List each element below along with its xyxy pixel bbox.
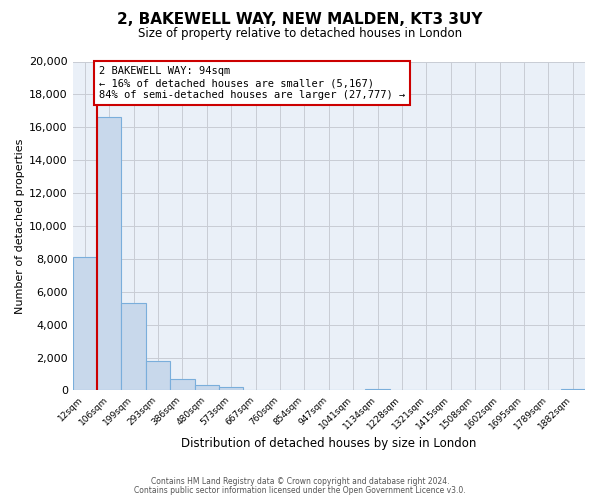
Bar [219,387,244,390]
Y-axis label: Number of detached properties: Number of detached properties [15,138,25,314]
Bar [73,257,97,390]
Text: Contains public sector information licensed under the Open Government Licence v3: Contains public sector information licen… [134,486,466,495]
Bar [146,361,170,390]
Text: Contains HM Land Registry data © Crown copyright and database right 2024.: Contains HM Land Registry data © Crown c… [151,477,449,486]
Text: 2 BAKEWELL WAY: 94sqm
← 16% of detached houses are smaller (5,167)
84% of semi-d: 2 BAKEWELL WAY: 94sqm ← 16% of detached … [99,66,405,100]
Bar [365,389,390,390]
Bar [97,118,121,390]
Bar [121,304,146,390]
X-axis label: Distribution of detached houses by size in London: Distribution of detached houses by size … [181,437,476,450]
Bar [170,379,194,390]
Bar [194,386,219,390]
Text: 2, BAKEWELL WAY, NEW MALDEN, KT3 3UY: 2, BAKEWELL WAY, NEW MALDEN, KT3 3UY [117,12,483,28]
Bar [560,389,585,390]
Text: Size of property relative to detached houses in London: Size of property relative to detached ho… [138,28,462,40]
